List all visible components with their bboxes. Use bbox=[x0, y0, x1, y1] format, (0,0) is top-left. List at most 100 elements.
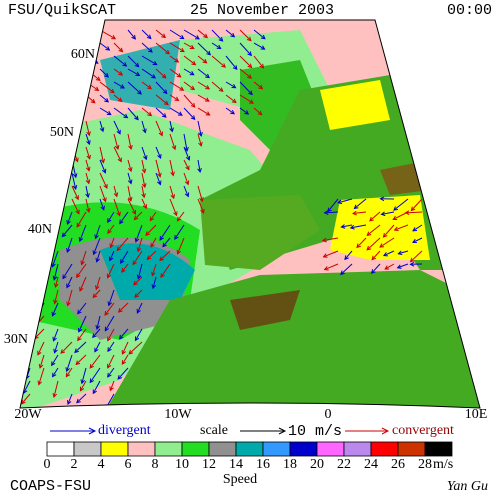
wind-vector-head bbox=[397, 250, 403, 256]
wind-vector-head bbox=[94, 86, 100, 91]
wind-vector-head bbox=[21, 399, 26, 405]
wind-vector-head bbox=[54, 101, 60, 107]
wind-vector bbox=[77, 302, 87, 314]
wind-vector-head bbox=[205, 85, 211, 90]
wind-vector-head bbox=[57, 207, 63, 213]
wind-vector bbox=[197, 81, 210, 90]
wind-vector bbox=[29, 159, 35, 170]
wind-vector-head bbox=[65, 372, 71, 378]
wind-vector bbox=[141, 159, 146, 173]
wind-vector bbox=[211, 29, 223, 42]
wind-vector bbox=[322, 237, 339, 242]
colorbar-swatch bbox=[235, 441, 264, 457]
wind-vector-head bbox=[67, 75, 73, 81]
wind-vector-head bbox=[366, 245, 372, 251]
wind-vector bbox=[169, 94, 179, 101]
wind-vector-head bbox=[34, 33, 39, 38]
wind-vector-head bbox=[206, 50, 211, 56]
wind-vector bbox=[137, 263, 143, 279]
wind-vector bbox=[85, 172, 90, 184]
wind-vector-head bbox=[176, 249, 181, 255]
wind-vector-head bbox=[174, 235, 179, 240]
wind-vector bbox=[89, 354, 101, 369]
wind-vector bbox=[174, 224, 185, 240]
wind-vector bbox=[122, 341, 129, 355]
wind-vector-head bbox=[353, 204, 359, 210]
colorbar-swatch bbox=[424, 441, 453, 457]
wind-vector bbox=[99, 68, 109, 78]
wind-vector bbox=[43, 107, 56, 118]
wind-vector bbox=[155, 94, 169, 105]
wind-vector-head bbox=[107, 218, 112, 224]
wind-vector bbox=[79, 276, 87, 292]
wind-vector-head bbox=[52, 275, 58, 281]
wind-vector-head bbox=[176, 216, 182, 222]
wind-vector-head bbox=[396, 264, 402, 269]
wind-vector bbox=[183, 55, 196, 66]
wind-vector-head bbox=[119, 219, 124, 225]
wind-vector-head bbox=[89, 378, 95, 384]
wind-vector-head bbox=[151, 284, 157, 290]
wind-vector-head bbox=[75, 209, 80, 215]
wind-vector bbox=[135, 328, 143, 341]
wind-vector-head bbox=[179, 47, 185, 53]
wind-vector bbox=[29, 68, 46, 79]
wind-vector bbox=[43, 120, 49, 139]
wind-vector bbox=[211, 55, 226, 68]
wind-vector bbox=[62, 224, 73, 237]
wind-vector bbox=[107, 354, 115, 369]
wind-vector bbox=[99, 120, 104, 132]
wind-vector-head bbox=[117, 308, 123, 313]
wind-vector-head bbox=[63, 33, 69, 39]
wind-vector-head bbox=[90, 98, 96, 104]
wind-vector bbox=[29, 185, 33, 199]
wind-vector bbox=[85, 198, 90, 213]
wind-vector-head bbox=[179, 34, 185, 40]
wind-vector-head bbox=[38, 363, 44, 369]
wind-vector bbox=[107, 328, 115, 341]
wind-vector-head bbox=[66, 219, 71, 225]
wind-vector-head bbox=[108, 256, 114, 262]
wind-vector-head bbox=[53, 348, 58, 354]
colorbar-tick-label: 28 bbox=[418, 457, 432, 472]
colorbar-tick-label: 14 bbox=[229, 457, 243, 472]
colorbar-swatch bbox=[397, 441, 426, 457]
wind-vector-head bbox=[29, 205, 35, 211]
wind-vector-head bbox=[163, 100, 169, 106]
wind-vector bbox=[25, 263, 31, 278]
wind-vector-head bbox=[340, 270, 345, 276]
wind-vector-head bbox=[107, 229, 112, 234]
wind-vector-head bbox=[135, 71, 141, 76]
wind-vector-head bbox=[31, 296, 37, 302]
wind-vector-head bbox=[157, 180, 162, 186]
wind-vector bbox=[25, 289, 31, 302]
wind-vector-head bbox=[30, 165, 36, 171]
wind-vector-head bbox=[218, 87, 224, 92]
wind-vector-head bbox=[147, 84, 152, 90]
wind-vector bbox=[81, 250, 87, 265]
wind-vector bbox=[57, 81, 66, 90]
wind-vector-head bbox=[109, 243, 114, 249]
wind-vector-head bbox=[160, 273, 165, 279]
wind-vector-head bbox=[161, 113, 167, 118]
wind-vector-head bbox=[157, 153, 162, 159]
wind-vector bbox=[141, 198, 147, 209]
wind-vector bbox=[169, 55, 179, 63]
wind-vector-head bbox=[92, 250, 97, 256]
wind-vector bbox=[113, 107, 128, 119]
wind-vector bbox=[107, 367, 115, 378]
wind-vector-head bbox=[370, 269, 376, 274]
wind-vector-head bbox=[190, 85, 196, 91]
wind-vector-head bbox=[121, 267, 126, 273]
wind-vector-head bbox=[321, 237, 327, 243]
wind-vector bbox=[412, 224, 423, 232]
wind-vector bbox=[155, 120, 163, 136]
wind-vector-head bbox=[366, 231, 372, 237]
wind-vector bbox=[225, 107, 235, 115]
wind-vector bbox=[57, 185, 66, 202]
wind-vector bbox=[29, 29, 39, 38]
wind-vector bbox=[121, 263, 129, 273]
wind-vector-head bbox=[141, 168, 147, 174]
wind-vector-head bbox=[43, 193, 49, 199]
lon-label: 0 bbox=[325, 407, 332, 422]
